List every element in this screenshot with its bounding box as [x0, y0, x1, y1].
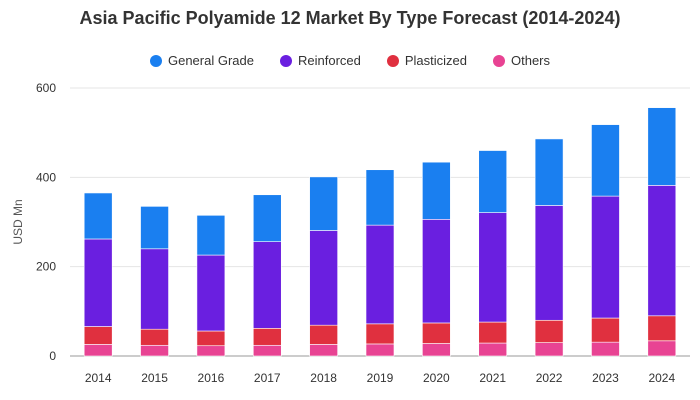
- bar-reinforced-2022[interactable]: [534, 205, 564, 321]
- x-tick-label: 2019: [367, 371, 394, 385]
- bar-plasticized-2015[interactable]: [140, 328, 169, 346]
- x-tick-label: 2016: [198, 371, 225, 385]
- bar-plasticized-2017[interactable]: [252, 328, 282, 346]
- bar-general-grade-2022[interactable]: [534, 138, 564, 206]
- bar-plasticized-2019[interactable]: [365, 323, 395, 345]
- y-tick-label: 400: [36, 170, 56, 184]
- legend-label: Plasticized: [404, 53, 467, 68]
- bar-general-grade-2014[interactable]: [83, 192, 113, 240]
- chart-legend: General Grade Reinforced Plasticized Others: [0, 53, 700, 68]
- bar-plasticized-2014[interactable]: [83, 326, 113, 345]
- y-tick-label: 600: [36, 81, 56, 95]
- y-axis-label: USD Mn: [11, 199, 25, 244]
- bar-general-grade-2016[interactable]: [196, 215, 226, 256]
- y-tick-label: 0: [49, 349, 56, 363]
- bar-general-grade-2024[interactable]: [647, 107, 677, 186]
- bar-reinforced-2014[interactable]: [83, 238, 113, 327]
- bar-plasticized-2021[interactable]: [478, 321, 508, 344]
- bar-plasticized-2023[interactable]: [591, 317, 620, 343]
- bar-others-2020[interactable]: [422, 343, 451, 357]
- bar-plasticized-2020[interactable]: [422, 322, 451, 344]
- legend-item-plasticized[interactable]: Plasticized: [386, 53, 467, 68]
- bar-others-2014[interactable]: [83, 344, 113, 357]
- bar-plasticized-2018[interactable]: [309, 324, 338, 345]
- legend-swatch: [386, 54, 399, 67]
- x-tick-label: 2021: [479, 371, 506, 385]
- bar-others-2023[interactable]: [591, 341, 620, 357]
- bar-reinforced-2018[interactable]: [309, 230, 338, 326]
- legend-item-others[interactable]: Others: [493, 53, 550, 68]
- bar-plasticized-2016[interactable]: [196, 330, 226, 347]
- bar-others-2017[interactable]: [252, 344, 282, 357]
- bar-reinforced-2024[interactable]: [647, 185, 677, 317]
- x-tick-label: 2022: [536, 371, 563, 385]
- x-tick-label: 2023: [592, 371, 619, 385]
- bar-general-grade-2020[interactable]: [422, 161, 451, 220]
- bar-general-grade-2019[interactable]: [365, 169, 395, 226]
- bar-others-2019[interactable]: [365, 343, 395, 357]
- legend-item-reinforced[interactable]: Reinforced: [279, 53, 361, 68]
- bar-reinforced-2020[interactable]: [422, 219, 451, 324]
- chart-title: Asia Pacific Polyamide 12 Market By Type…: [79, 8, 621, 28]
- bar-general-grade-2023[interactable]: [591, 124, 620, 197]
- bar-others-2024[interactable]: [647, 340, 677, 357]
- bar-reinforced-2021[interactable]: [478, 212, 508, 323]
- bar-reinforced-2017[interactable]: [252, 241, 282, 329]
- legend-item-general-grade[interactable]: General Grade: [149, 53, 254, 68]
- legend-swatch: [493, 54, 505, 67]
- bar-reinforced-2015[interactable]: [140, 248, 169, 330]
- bar-others-2015[interactable]: [140, 344, 169, 357]
- bar-reinforced-2019[interactable]: [365, 224, 395, 325]
- bar-general-grade-2018[interactable]: [309, 176, 338, 231]
- legend-label: Reinforced: [297, 53, 361, 68]
- bar-plasticized-2022[interactable]: [534, 319, 564, 343]
- legend-label: General Grade: [167, 53, 254, 68]
- x-tick-label: 2017: [254, 371, 281, 385]
- bar-general-grade-2021[interactable]: [478, 150, 508, 213]
- bar-reinforced-2016[interactable]: [196, 254, 226, 332]
- legend-label: Others: [511, 53, 551, 68]
- x-tick-label: 2024: [648, 371, 675, 385]
- bar-general-grade-2017[interactable]: [252, 194, 282, 242]
- x-tick-label: 2018: [310, 371, 337, 385]
- x-tick-label: 2020: [423, 371, 450, 385]
- bar-plasticized-2024[interactable]: [647, 315, 677, 342]
- bar-general-grade-2015[interactable]: [140, 206, 169, 250]
- bar-others-2022[interactable]: [534, 342, 564, 357]
- bar-others-2018[interactable]: [309, 344, 338, 357]
- x-tick-label: 2014: [85, 371, 112, 385]
- legend-swatch: [149, 54, 162, 67]
- bar-reinforced-2023[interactable]: [591, 195, 620, 319]
- bar-others-2021[interactable]: [478, 342, 508, 357]
- x-tick-label: 2015: [141, 371, 168, 385]
- legend-swatch: [279, 54, 292, 67]
- bar-others-2016[interactable]: [196, 345, 226, 357]
- y-tick-label: 200: [36, 260, 56, 274]
